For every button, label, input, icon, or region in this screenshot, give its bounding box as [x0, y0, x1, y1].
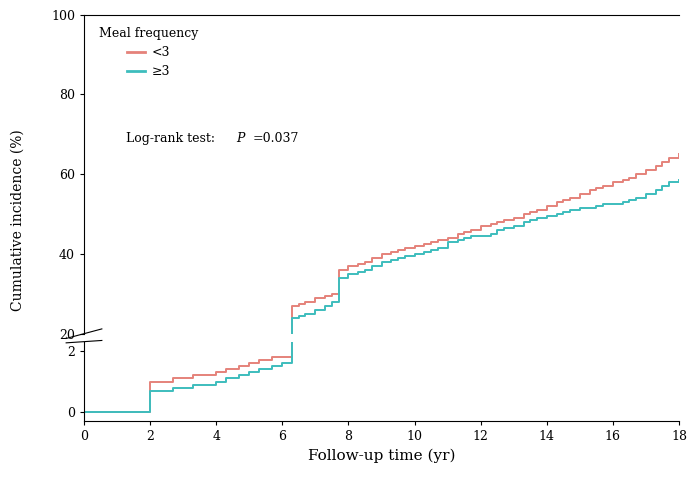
- Text: P: P: [236, 132, 244, 146]
- Text: Log-rank test:: Log-rank test:: [126, 132, 218, 146]
- Legend: <3, ≥3: <3, ≥3: [96, 24, 201, 81]
- Text: =0.037: =0.037: [253, 132, 299, 146]
- X-axis label: Follow-up time (yr): Follow-up time (yr): [308, 449, 455, 464]
- Text: Cumulative incidence (%): Cumulative incidence (%): [10, 130, 25, 311]
